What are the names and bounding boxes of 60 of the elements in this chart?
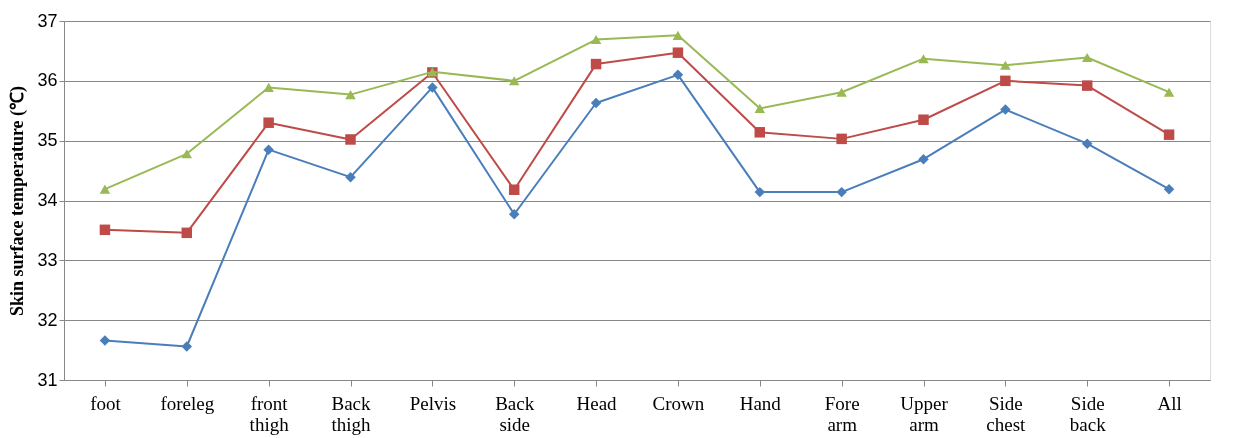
- point: [263, 82, 274, 92]
- x-tick-label: Side chest: [986, 392, 1027, 435]
- point: [181, 341, 193, 352]
- y-tick-label: 36: [37, 70, 58, 91]
- point: [508, 184, 520, 195]
- point: [590, 58, 602, 70]
- point: [754, 103, 766, 113]
- point: [918, 114, 929, 125]
- point: [836, 186, 847, 198]
- point: [1000, 60, 1011, 70]
- y-tick-label: 34: [37, 190, 58, 210]
- point: [1081, 138, 1093, 149]
- x-tick-label: Back side: [495, 392, 535, 435]
- y-tick-label: 37: [37, 10, 58, 31]
- point: [1163, 87, 1175, 97]
- point: [672, 69, 684, 81]
- point: [345, 171, 356, 183]
- point: [590, 97, 602, 109]
- x-tick-label: Back thigh: [331, 392, 372, 435]
- point: [181, 149, 193, 159]
- y-tick-label: 35: [37, 130, 58, 151]
- point: [99, 184, 111, 194]
- point: [1081, 52, 1093, 63]
- point: [590, 35, 602, 45]
- point: [672, 47, 684, 58]
- y-tick-label: 31: [37, 369, 58, 390]
- x-tick-label: All: [1157, 392, 1182, 414]
- point: [1000, 104, 1011, 115]
- point: [836, 133, 847, 145]
- point: [1163, 129, 1175, 140]
- point: [1163, 183, 1175, 195]
- point: [99, 335, 111, 346]
- x-tick-label: Head: [576, 392, 618, 414]
- point: [836, 87, 847, 97]
- x-tick-label: foot: [90, 392, 122, 414]
- point: [427, 82, 438, 93]
- x-tick-label: foreleg: [160, 392, 215, 414]
- x-tick-label: Pelvis: [409, 392, 457, 414]
- x-tick-label: Upper arm: [900, 392, 949, 435]
- point: [263, 117, 274, 128]
- point: [345, 90, 356, 100]
- point: [99, 224, 111, 236]
- x-tick-label: Fore arm: [824, 392, 860, 435]
- x-tick-label: front thigh: [249, 392, 290, 435]
- point: [508, 209, 520, 220]
- x-tick-label: Side back: [1069, 392, 1107, 435]
- point: [345, 134, 356, 145]
- y-tick-label: 33: [37, 249, 58, 270]
- y-axis-title: Skin surface temperature (℃): [7, 85, 29, 317]
- point: [508, 76, 520, 86]
- point: [181, 227, 193, 239]
- point: [918, 153, 929, 165]
- point: [1081, 80, 1093, 91]
- point: [1000, 75, 1011, 87]
- x-tick-label: Hand: [739, 392, 782, 414]
- x-tick-label: Crown: [652, 392, 705, 414]
- point: [754, 127, 766, 138]
- point: [263, 144, 274, 155]
- y-tick-label: 32: [37, 309, 58, 330]
- point: [918, 54, 929, 64]
